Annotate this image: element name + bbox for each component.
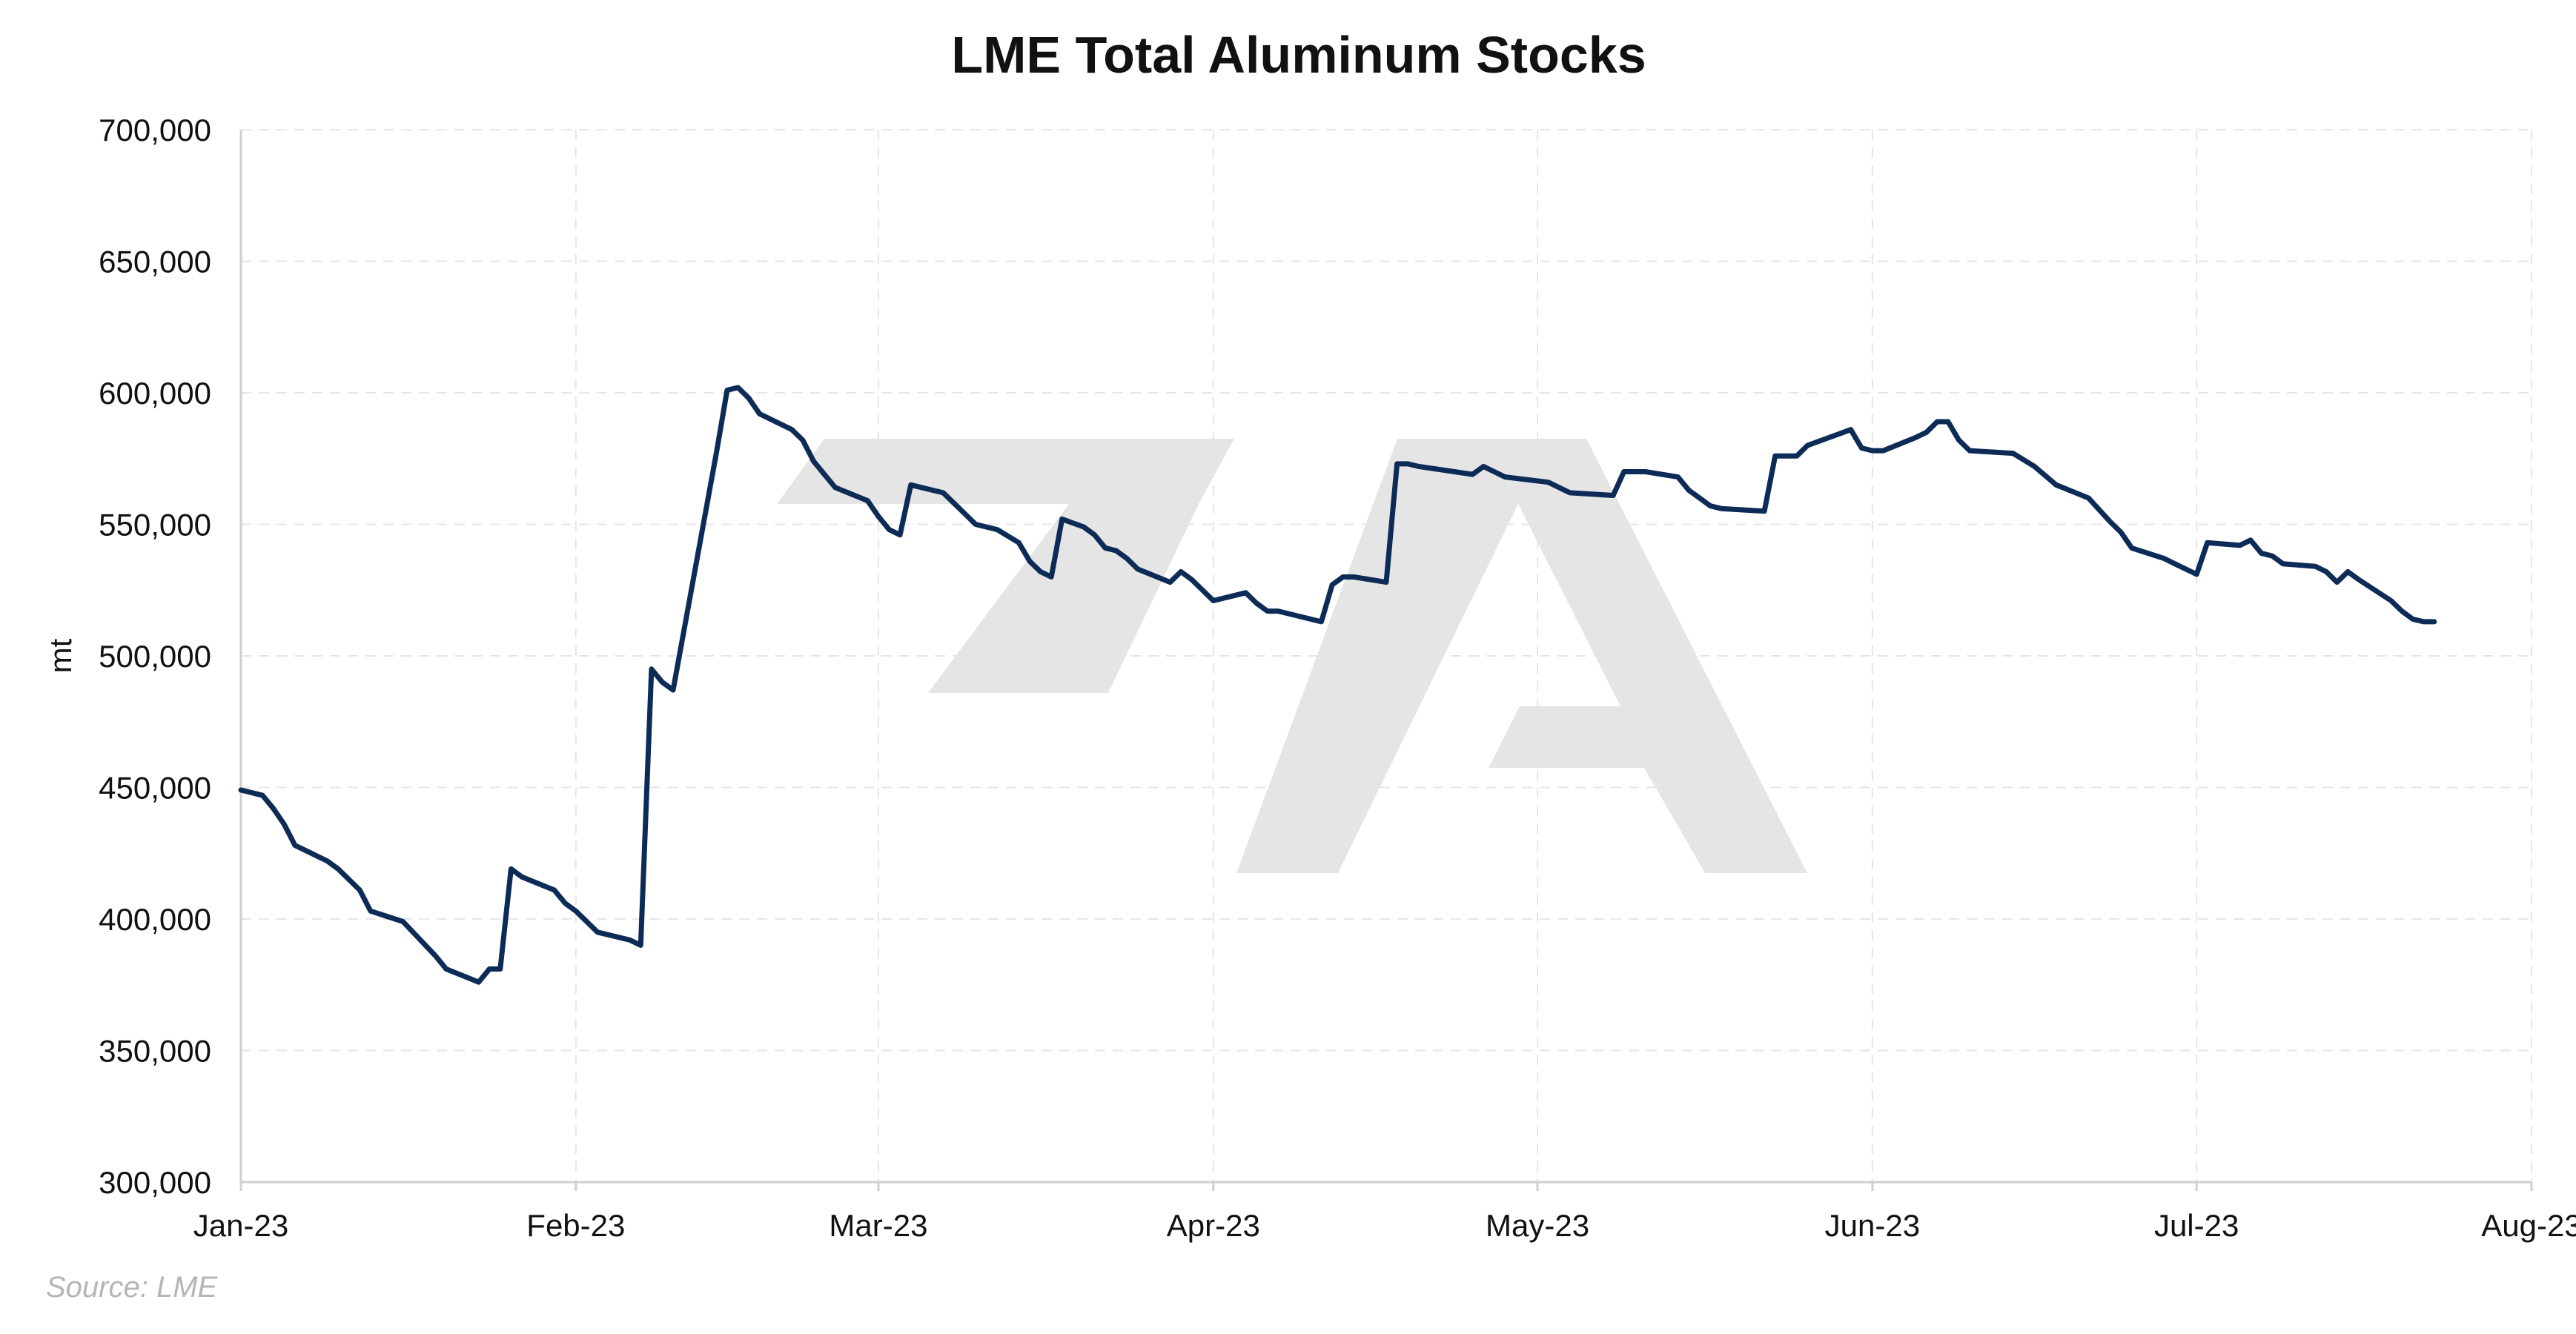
watermark-seven-stem (928, 504, 1199, 693)
7a-logo-icon (777, 439, 1807, 873)
x-tick-label: Jun-23 (1825, 1208, 1920, 1243)
y-tick-label: 500,000 (99, 639, 211, 674)
x-tick-label: Aug-23 (2481, 1208, 2576, 1243)
x-tick-label: Mar-23 (829, 1208, 927, 1243)
series-line (238, 385, 2437, 985)
y-axis-label: mt (43, 638, 78, 673)
watermark-a-shape (1236, 439, 1807, 873)
y-tick-label: 600,000 (99, 376, 211, 411)
series-group (238, 385, 2437, 985)
axes (239, 130, 2533, 1191)
y-tick-label: 700,000 (99, 113, 211, 147)
y-tick-label: 450,000 (99, 771, 211, 806)
gridlines (241, 129, 2532, 1182)
x-tick-label: Jan-23 (193, 1208, 288, 1243)
x-tick-label: Apr-23 (1167, 1208, 1260, 1243)
x-tick-label: Feb-23 (526, 1208, 625, 1243)
watermark-seven-top (777, 439, 1234, 504)
y-tick-label: 350,000 (99, 1034, 211, 1069)
x-tick-label: May-23 (1486, 1208, 1589, 1243)
y-tick-label: 550,000 (99, 508, 211, 542)
y-tick-label: 650,000 (99, 245, 211, 279)
x-axis-tick-labels: Jan-23 Feb-23 Mar-23 Apr-23 May-23 Jun-23 Jul-… (193, 1208, 2576, 1243)
y-tick-label: 300,000 (99, 1165, 211, 1200)
y-tick-label: 400,000 (99, 902, 211, 937)
chart-title: LME Total Aluminum Stocks (951, 26, 1646, 84)
y-axis-tick-labels: 300,000 350,000 400,000 450,000 500,000 550,0… (99, 113, 211, 1200)
x-tick-label: Jul-23 (2154, 1208, 2239, 1243)
source-note: Source: LME (46, 1271, 219, 1304)
